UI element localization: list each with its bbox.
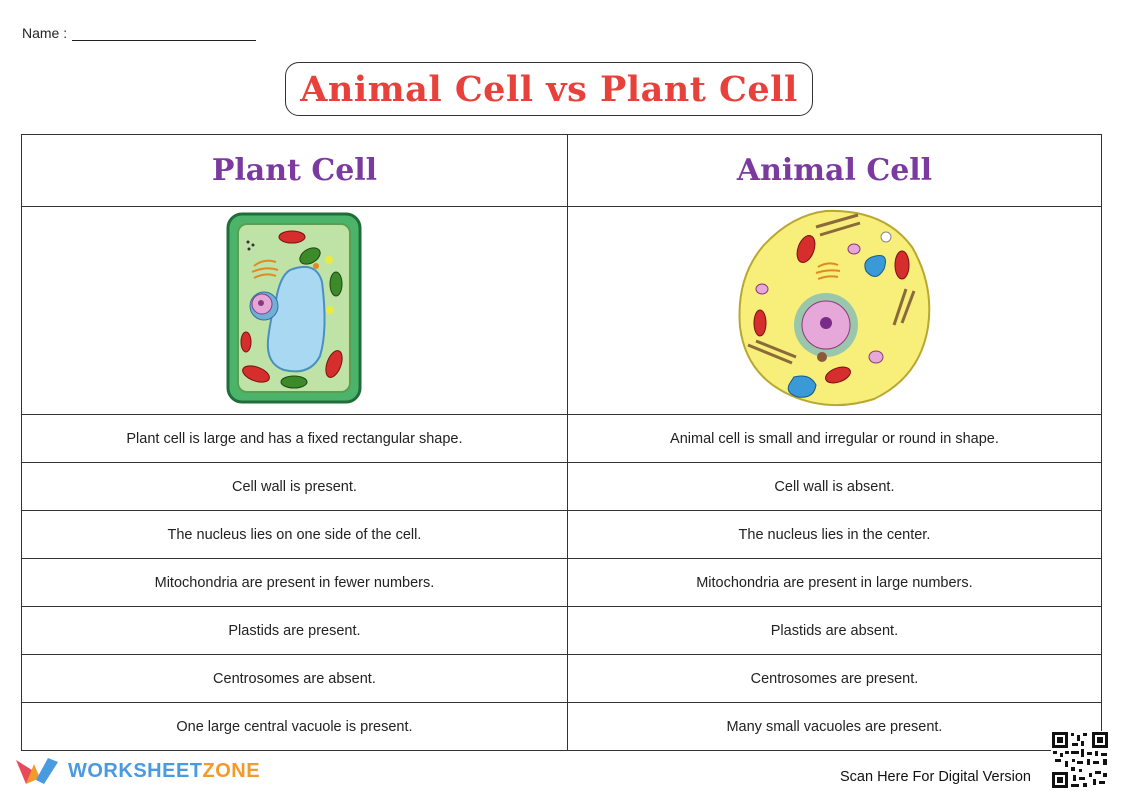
table-row: Cell wall is present. Cell wall is absen…	[21, 462, 1103, 511]
plant-cell-illustration	[226, 212, 362, 404]
title-box: Animal Cell vs Plant Cell	[285, 62, 813, 116]
animal-cell-fact: The nucleus lies in the center.	[566, 510, 1103, 559]
name-blank-line[interactable]	[72, 24, 257, 41]
table-row: Plant cell is large and has a fixed rect…	[21, 414, 1103, 463]
table-row: The nucleus lies on one side of the cell…	[21, 510, 1103, 559]
animal-cell-fact: Plastids are absent.	[566, 606, 1103, 655]
plant-cell-fact: Mitochondria are present in fewer number…	[21, 558, 568, 607]
brand-name-part1: WORKSHEET	[68, 759, 203, 782]
animal-cell-fact: Mitochondria are present in large number…	[566, 558, 1103, 607]
animal-cell-fact: Centrosomes are present.	[566, 654, 1103, 703]
animal-cell-fact: Animal cell is small and irregular or ro…	[566, 414, 1103, 463]
table-row: One large central vacuole is present. Ma…	[21, 702, 1103, 751]
plant-cell-fact: Cell wall is present.	[21, 462, 568, 511]
comparison-table: Plant Cell Animal Cell	[21, 134, 1103, 751]
table-row: Plastids are present. Plastids are absen…	[21, 606, 1103, 655]
table-row: Centrosomes are absent. Centrosomes are …	[21, 654, 1103, 703]
brand-name: WORKSHEETZONE	[68, 760, 260, 783]
animal-cell-illustration	[738, 209, 931, 407]
page-title: Animal Cell vs Plant Cell	[300, 68, 798, 110]
name-field-row: Name :	[22, 24, 257, 41]
table-row: Mitochondria are present in fewer number…	[21, 558, 1103, 607]
scan-instruction: Scan Here For Digital Version	[840, 769, 1031, 785]
plant-cell-illustration-cell	[21, 206, 568, 415]
plant-cell-fact: Plastids are present.	[21, 606, 568, 655]
animal-cell-fact: Many small vacuoles are present.	[566, 702, 1103, 751]
plant-cell-fact: The nucleus lies on one side of the cell…	[21, 510, 568, 559]
plant-cell-fact: One large central vacuole is present.	[21, 702, 568, 751]
animal-cell-fact: Cell wall is absent.	[566, 462, 1103, 511]
column-header-animal: Animal Cell	[566, 134, 1103, 207]
column-header-plant: Plant Cell	[21, 134, 568, 207]
plant-cell-fact: Centrosomes are absent.	[21, 654, 568, 703]
qr-code-icon[interactable]	[1051, 731, 1109, 789]
plant-cell-fact: Plant cell is large and has a fixed rect…	[21, 414, 568, 463]
worksheetzone-logo[interactable]: WORKSHEETZONE	[14, 756, 260, 786]
brand-name-part2: ZONE	[202, 759, 261, 782]
animal-cell-illustration-cell	[566, 206, 1103, 415]
name-label: Name :	[22, 25, 68, 41]
header-row: Plant Cell Animal Cell	[21, 134, 1103, 207]
illustration-row	[21, 206, 1103, 415]
w-logo-icon	[16, 758, 58, 784]
